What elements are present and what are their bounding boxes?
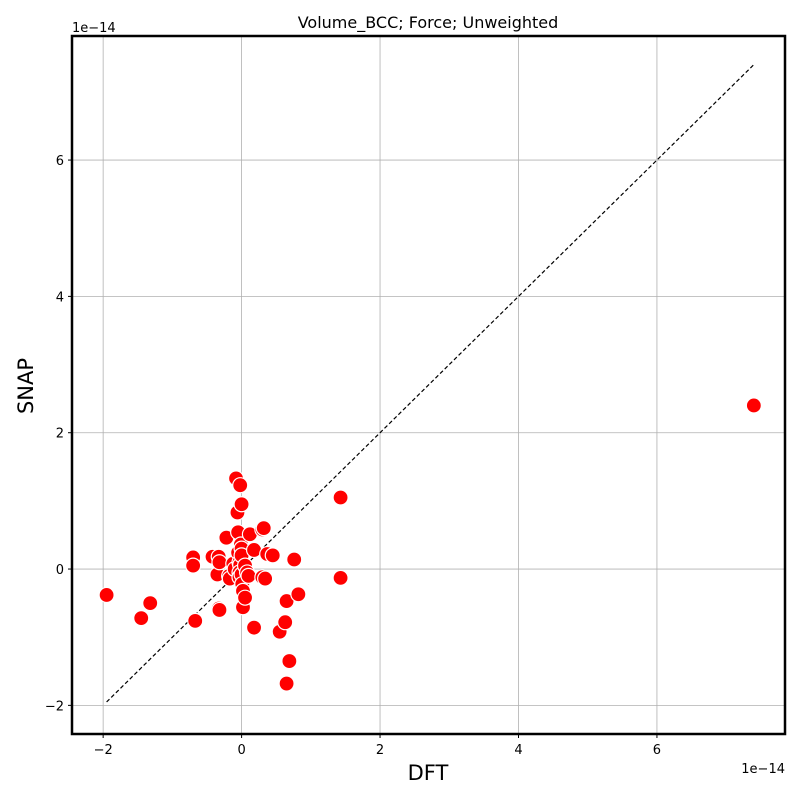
plot-frame	[70, 34, 787, 736]
data-point	[290, 586, 307, 603]
data-points	[98, 397, 762, 692]
data-point	[745, 397, 762, 414]
x-tick-label: 2	[376, 743, 384, 758]
reference-line	[106, 64, 755, 703]
data-point	[142, 595, 159, 612]
x-axis-label: DFT	[408, 761, 449, 785]
data-point	[278, 675, 295, 692]
data-point	[286, 551, 303, 568]
data-point	[255, 520, 272, 537]
data-point	[232, 477, 249, 494]
data-point	[245, 619, 263, 636]
data-point	[281, 652, 298, 670]
y-tick-label: 4	[56, 290, 64, 305]
y-tick-label: 2	[56, 427, 64, 442]
data-point	[133, 610, 150, 627]
data-point	[277, 614, 294, 631]
x-tick-label: −2	[94, 743, 113, 758]
x-tick-label: 6	[653, 743, 661, 758]
data-point	[264, 547, 281, 564]
x-offset-label: 1e−14	[741, 762, 785, 777]
data-point	[211, 554, 228, 571]
data-point	[233, 496, 250, 513]
y-tick-label: 0	[56, 563, 64, 578]
data-point	[211, 601, 228, 619]
chart-title: Volume_BCC; Force; Unweighted	[298, 13, 559, 33]
x-tick-label: 0	[237, 743, 245, 758]
data-point	[98, 586, 115, 604]
x-axis-ticks: −2 0 2 4 6	[94, 734, 661, 758]
data-point	[332, 569, 349, 587]
data-point	[236, 589, 254, 606]
y-tick-label: −2	[45, 699, 64, 714]
x-tick-label: 4	[514, 743, 522, 758]
data-point	[332, 489, 349, 506]
y-tick-label: 6	[56, 154, 64, 169]
y-offset-label: 1e−14	[72, 21, 116, 36]
y-axis-label: SNAP	[14, 358, 38, 414]
data-point	[257, 570, 274, 587]
data-point	[185, 557, 202, 574]
data-point	[187, 612, 204, 629]
data-point	[240, 567, 257, 584]
y-axis-ticks: −2 0 2 4 6	[45, 154, 72, 714]
